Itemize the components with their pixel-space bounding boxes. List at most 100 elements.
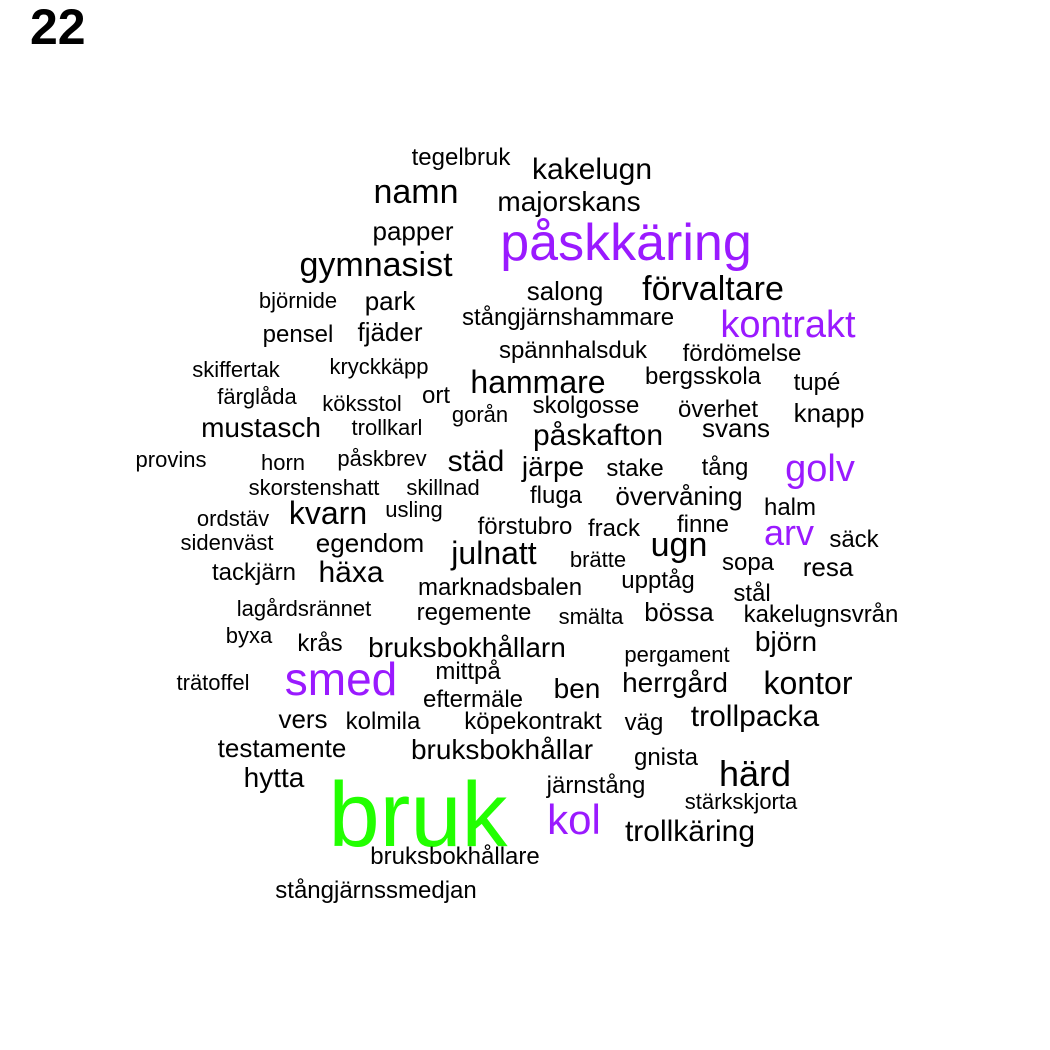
word-bruksbokhallare: bruksbokhållare (370, 843, 540, 870)
word-hammare: hammare (470, 364, 606, 400)
word-resa: resa (802, 552, 854, 582)
word-fordomelse: fördömelse (682, 340, 802, 367)
word-ordstav: ordstäv (196, 506, 270, 531)
word-forvaltare: förvaltare (642, 270, 784, 308)
word-smalta: smälta (558, 604, 624, 629)
word-trollpacka: trollpacka (690, 700, 820, 733)
word-starkskjorta: stärkskjorta (684, 789, 798, 814)
word-ben: ben (553, 673, 601, 704)
word-salong: salong (526, 276, 604, 306)
word-frack: frack (587, 515, 641, 542)
word-egendom: egendom (315, 528, 425, 558)
word-fluga: fluga (529, 482, 583, 509)
word-eftermale: eftermäle (422, 686, 524, 713)
word-paskafton: påskafton (532, 419, 664, 452)
word-usling: usling (385, 497, 443, 522)
word-pensel: pensel (262, 321, 334, 348)
word-tackjarn: tackjärn (211, 559, 297, 586)
word-trollkarl: trollkarl (351, 415, 423, 440)
word-smed: smed (284, 653, 398, 705)
word-knapp: knapp (793, 398, 865, 428)
word-stal: stål (733, 580, 771, 607)
word-tratoffel: trätoffel (176, 670, 250, 695)
word-namn: namn (373, 173, 459, 211)
word-haxa: häxa (318, 556, 384, 589)
word-kras: krås (297, 630, 343, 657)
word-marknadsbalen: marknadsbalen (417, 574, 583, 601)
word-hard: härd (718, 753, 792, 794)
word-sack: säck (829, 526, 879, 553)
word-golv: golv (785, 448, 855, 490)
word-bergsskola: bergsskola (644, 363, 762, 390)
word-kakelugnsvran: kakelugnsvrån (743, 601, 899, 628)
word-bruksbokhallar: bruksbokhållar (410, 734, 594, 765)
word-pergament: pergament (624, 642, 730, 667)
word-vag: väg (624, 709, 664, 736)
word-tegelbruk: tegelbruk (411, 144, 511, 171)
word-kontrakt: kontrakt (720, 304, 856, 346)
word-tupe: tupé (793, 369, 841, 396)
word-skorstenshatt: skorstenshatt (248, 475, 380, 500)
word-provins: provins (135, 447, 207, 472)
word-overvaning: övervåning (615, 481, 743, 511)
word-paskbrev: påskbrev (337, 446, 427, 471)
word-forstubro: förstubro (477, 513, 573, 540)
word-farglada: färglåda (217, 384, 297, 409)
word-stake: stake (606, 455, 664, 482)
word-fjader: fjäder (357, 317, 423, 347)
word-kopekontrakt: köpekontrakt (464, 708, 602, 735)
word-mittpa: mittpå (435, 658, 501, 685)
word-horn: horn (260, 450, 306, 475)
word-testamente: testamente (217, 733, 347, 763)
word-gnista: gnista (633, 744, 699, 771)
word-upptag: upptåg (621, 567, 695, 594)
word-svans: svans (702, 413, 770, 443)
word-overhet: överhet (677, 396, 759, 423)
word-bossa: bössa (644, 597, 714, 627)
word-spannhalsduk: spännhalsduk (498, 337, 648, 364)
word-jarnstang: järnstång (546, 772, 646, 799)
word-finne: finne (676, 511, 730, 538)
word-ugn: ugn (650, 526, 708, 564)
word-lagardsrannet: lagårdsrännet (236, 596, 372, 621)
word-ort: ort (421, 382, 451, 409)
word-paskkaring: påskkäring (500, 214, 752, 272)
word-gymnasist: gymnasist (299, 246, 453, 284)
word-julnatt: julnatt (451, 535, 537, 571)
word-jarpe: järpe (521, 451, 585, 482)
word-kol: kol (547, 796, 601, 843)
page-number: 22 (30, 0, 86, 55)
word-skiffertak: skiffertak (192, 357, 280, 382)
word-kolmila: kolmila (345, 708, 421, 735)
word-goran: gorån (451, 402, 509, 427)
word-kontor: kontor (763, 665, 853, 701)
word-hytta: hytta (243, 762, 305, 793)
word-bratte: brätte (569, 547, 627, 572)
word-halm: halm (763, 494, 817, 521)
word-herrgard: herrgård (622, 667, 728, 698)
word-trollkaring: trollkäring (624, 815, 756, 848)
word-bruksbokhallarn: bruksbokhållarn (368, 632, 566, 663)
word-bjornide: björnide (258, 288, 338, 313)
word-vers: vers (278, 704, 328, 734)
word-skolgosse: skolgosse (532, 392, 640, 419)
word-regemente: regemente (416, 599, 532, 626)
word-stangjarnshammare: stångjärnshammare (461, 304, 675, 331)
word-majorskans: majorskans (497, 186, 641, 217)
word-mustasch: mustasch (201, 412, 321, 443)
word-stangjarnssmedjan: stångjärnssmedjan (275, 877, 477, 904)
word-bruk: bruk (328, 764, 508, 866)
word-sidenvast: sidenväst (180, 530, 274, 555)
word-arv: arv (763, 512, 815, 553)
word-skillnad: skillnad (406, 475, 480, 500)
word-sopa: sopa (721, 549, 775, 576)
word-kryckkapp: kryckkäpp (329, 354, 429, 379)
word-bjorn: björn (754, 626, 818, 657)
word-papper: papper (372, 216, 454, 246)
word-byxa: byxa (225, 623, 273, 648)
word-park: park (364, 286, 416, 316)
word-kakelugn: kakelugn (531, 153, 653, 186)
word-tang: tång (701, 454, 749, 481)
word-stad: städ (447, 445, 505, 478)
